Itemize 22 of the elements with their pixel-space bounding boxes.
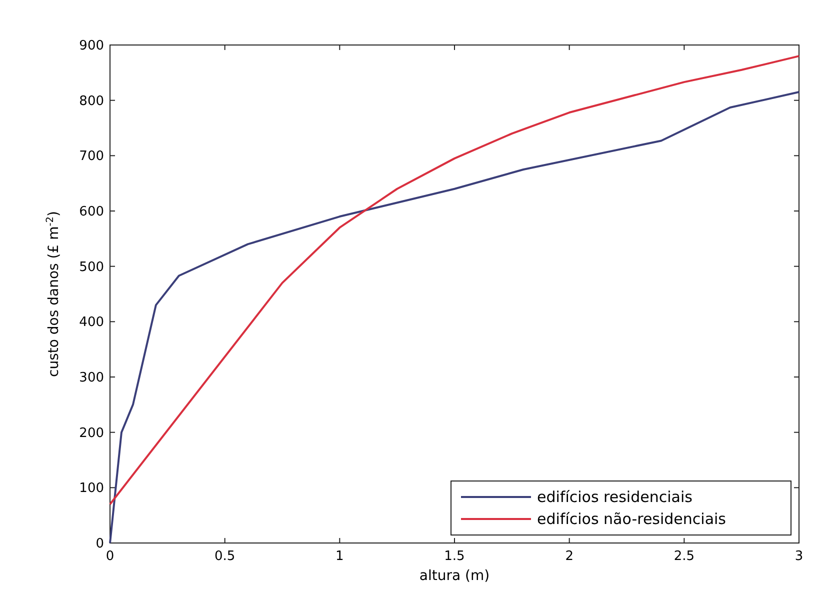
x-axis-title: altura (m) <box>419 568 490 584</box>
x-tick-label: 1 <box>336 549 344 564</box>
y-tick-label: 900 <box>79 38 104 54</box>
y-tick-label: 0 <box>96 536 104 552</box>
legend-label: edifícios não-residenciais <box>537 510 726 528</box>
y-tick-label: 700 <box>79 149 104 164</box>
x-tick-label: 2.5 <box>674 549 695 564</box>
x-tick-label: 0 <box>106 549 114 564</box>
y-tick-label: 400 <box>79 315 104 330</box>
y-tick-label: 300 <box>79 370 104 386</box>
x-tick-label: 3 <box>794 549 804 564</box>
x-tick-label: 1.5 <box>444 549 465 564</box>
y-tick-label: 800 <box>79 94 104 109</box>
y-tick-label: 600 <box>79 204 104 220</box>
legend-label: edifícios residenciais <box>537 488 693 506</box>
line-series <box>109 91 800 544</box>
y-tick-label: 500 <box>79 260 104 275</box>
y-tick-label: 200 <box>79 426 104 441</box>
x-tick-label: 2 <box>565 549 574 564</box>
y-tick-label: 100 <box>79 481 104 496</box>
line-series <box>109 55 800 506</box>
x-tick-label: 0.5 <box>214 549 236 564</box>
